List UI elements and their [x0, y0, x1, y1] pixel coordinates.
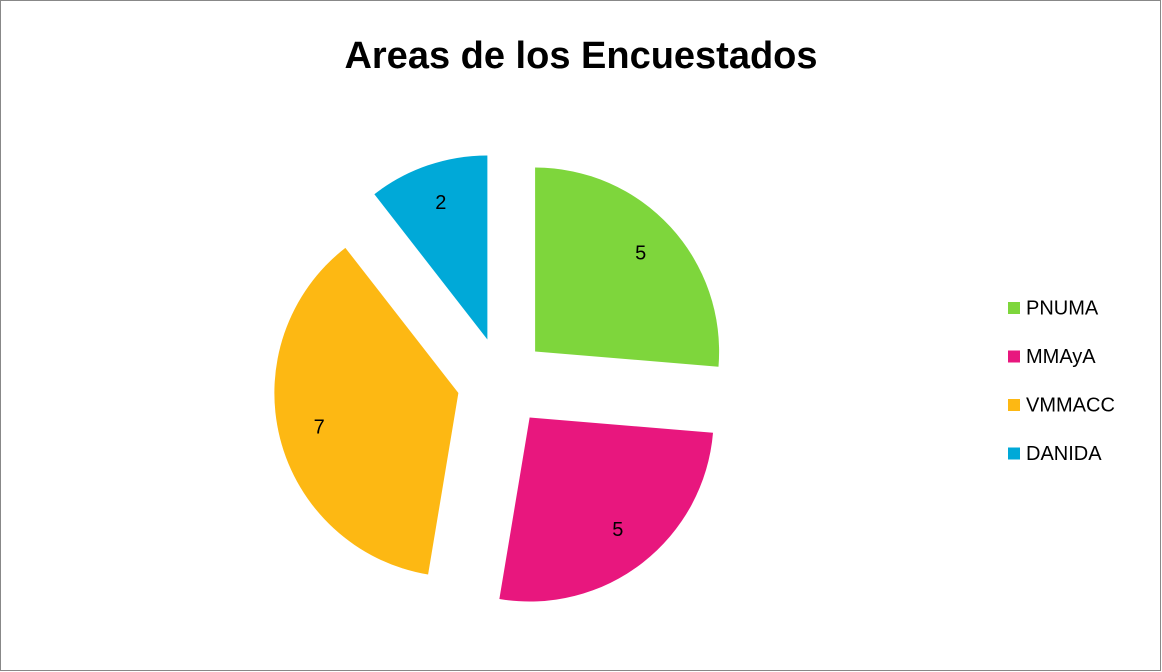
legend-label: MMAyA: [1026, 346, 1096, 368]
legend-label: DANIDA: [1026, 443, 1102, 465]
legend-label: PNUMA: [1026, 297, 1099, 319]
data-label: 5: [612, 519, 623, 541]
pie-slice: [274, 247, 459, 575]
data-label: 2: [435, 192, 446, 214]
data-label: 7: [314, 417, 325, 439]
legend-label: VMMACC: [1026, 394, 1115, 416]
pie-slice: [499, 417, 714, 602]
chart-title: Areas de los Encuestados: [344, 35, 817, 77]
legend-swatch: [1008, 447, 1020, 460]
pie-slice: [374, 155, 488, 340]
legend-swatch: [1008, 302, 1020, 314]
legend-swatch: [1008, 350, 1020, 363]
data-label: 5: [635, 243, 646, 265]
pie-slice: [535, 167, 720, 367]
legend-swatch: [1008, 399, 1020, 411]
